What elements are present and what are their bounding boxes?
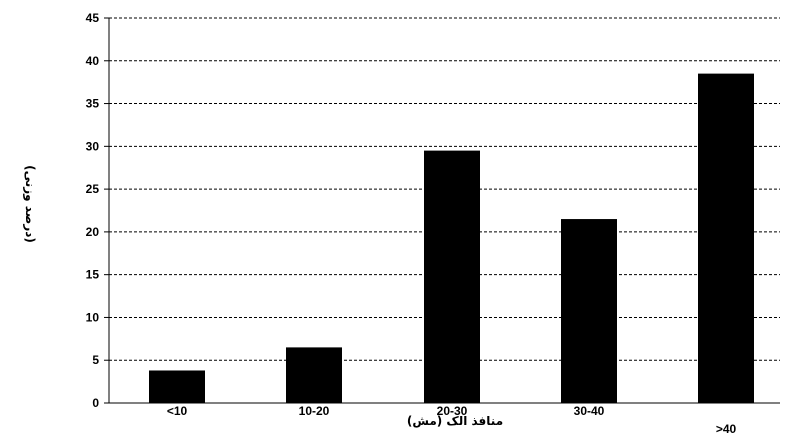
bars <box>149 73 754 403</box>
y-tick-label: 20 <box>86 225 100 239</box>
y-tick-label: 40 <box>86 54 100 68</box>
y-tick-label: 25 <box>86 182 100 196</box>
y-axis-title: (درصد وزنی) <box>22 165 37 243</box>
y-tick-labels: 0 5 10 15 20 25 30 35 40 45 <box>86 11 109 410</box>
x-tick-label: 20-30 <box>437 404 468 418</box>
x-tick-label: 30-40 <box>574 404 605 418</box>
x-tick-label: >40 <box>716 422 737 436</box>
y-tick-label: 10 <box>86 310 100 324</box>
bar <box>424 150 480 403</box>
bar <box>286 347 342 403</box>
x-tick-labels: <10 10-20 20-30 30-40 >40 <box>167 404 737 436</box>
bar <box>149 370 205 403</box>
y-tick-label: 0 <box>92 396 99 410</box>
y-tick-label: 30 <box>86 139 100 153</box>
y-tick-label: 45 <box>86 11 100 25</box>
x-tick-label: <10 <box>167 404 188 418</box>
y-tick-label: 35 <box>86 97 100 111</box>
x-axis-title: منافذ الک (مش) <box>407 414 503 428</box>
y-tick-label: 15 <box>86 268 100 282</box>
bar <box>698 73 754 403</box>
y-tick-label: 5 <box>92 353 99 367</box>
bar <box>561 219 617 403</box>
x-tick-label: 10-20 <box>299 404 330 418</box>
